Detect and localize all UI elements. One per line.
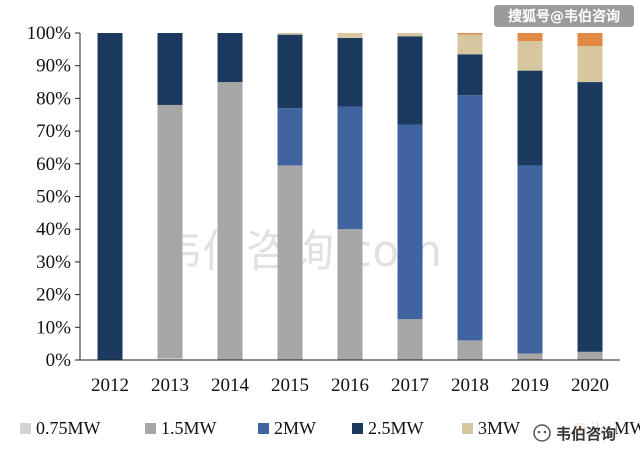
wechat-icon-dot bbox=[543, 430, 547, 434]
bar-segment-2020-2.5MW bbox=[577, 82, 603, 352]
bar-stack-2012 bbox=[97, 33, 123, 360]
bar-segment-2016-2MW bbox=[337, 106, 363, 230]
bar-segment-2019-2MW bbox=[517, 165, 543, 354]
bar-segment-2018-2MW bbox=[457, 95, 483, 341]
bar-segment-2013-0.75MW bbox=[157, 358, 183, 360]
x-tick-label: 2018 bbox=[451, 375, 489, 396]
bar-segment-2012-2.5MW bbox=[97, 33, 123, 360]
bar-segment-2013-2.5MW bbox=[157, 33, 183, 105]
y-tick-label: 30% bbox=[36, 252, 71, 273]
y-tick-label: 100% bbox=[27, 23, 72, 44]
bar-segment-2016-1.5MW bbox=[337, 229, 363, 360]
bar-stack-2014 bbox=[217, 33, 243, 361]
bar-segment-2015-1.5MW bbox=[277, 165, 303, 360]
bar-segment-2015-3MW bbox=[277, 33, 303, 35]
legend-swatch bbox=[20, 423, 31, 434]
bar-segment-2016-3MW bbox=[337, 33, 363, 38]
wechat-icon-dot bbox=[537, 430, 541, 434]
y-tick-label: 20% bbox=[36, 285, 71, 306]
legend-swatch bbox=[145, 423, 156, 434]
y-tick-label: 0% bbox=[46, 350, 72, 371]
y-tick-label: 40% bbox=[36, 219, 71, 240]
bars-layer bbox=[97, 33, 603, 361]
bar-segment-2014-2.5MW bbox=[217, 33, 243, 83]
bar-segment-2018-3.xMW bbox=[457, 33, 483, 35]
legend-label: 2.5MW bbox=[368, 418, 424, 438]
bar-stack-2019 bbox=[517, 33, 543, 360]
y-tick-label: 90% bbox=[36, 56, 71, 77]
bar-stack-2017 bbox=[397, 33, 423, 361]
legend-swatch bbox=[462, 423, 473, 434]
legend-item-1.5MW: 1.5MW bbox=[145, 418, 217, 438]
x-tick-label: 2019 bbox=[511, 375, 549, 396]
bottom-right-watermark-bg bbox=[520, 420, 616, 446]
top-right-watermark-bg bbox=[494, 5, 634, 27]
y-tick-label: 50% bbox=[36, 187, 71, 208]
x-tick-label: 2020 bbox=[571, 375, 609, 396]
bar-segment-2019-3.xMW bbox=[517, 33, 543, 42]
bar-segment-2014-1.5MW bbox=[217, 82, 243, 361]
bar-segment-2020-1.5MW bbox=[577, 351, 603, 360]
legend-swatch bbox=[352, 423, 363, 434]
axes-layer: 0% 10% 20% 30% 40% 50% 60% 70% 80% 90% 100% 2012 201… bbox=[27, 23, 620, 396]
bar-segment-2018-1.5MW bbox=[457, 340, 483, 360]
x-tick-label: 2014 bbox=[211, 375, 250, 396]
top-right-watermark: 搜狐号@韦伯咨询 bbox=[494, 5, 634, 27]
bar-segment-2016-2.5MW bbox=[337, 37, 363, 107]
y-tick-label: 70% bbox=[36, 121, 71, 142]
bar-stack-2018 bbox=[457, 33, 483, 360]
bar-stack-2015 bbox=[277, 33, 303, 360]
legend-item-2.5MW: 2.5MW bbox=[352, 418, 424, 438]
x-tick-label: 2016 bbox=[331, 375, 369, 396]
bottom-right-watermark: 韦伯咨询 bbox=[520, 420, 616, 446]
y-tick-label: 60% bbox=[36, 154, 71, 175]
legend-swatch bbox=[258, 423, 269, 434]
bar-segment-2017-2.5MW bbox=[397, 36, 423, 125]
bar-segment-2018-2.5MW bbox=[457, 54, 483, 96]
bar-stack-2020 bbox=[577, 33, 603, 360]
bar-segment-2018-3MW bbox=[457, 34, 483, 55]
y-tick-label: 10% bbox=[36, 317, 71, 338]
bar-segment-2017-3MW bbox=[397, 33, 423, 37]
legend-label: 3MW bbox=[478, 418, 520, 438]
bar-segment-2015-2.5MW bbox=[277, 34, 303, 109]
bar-segment-2019-3MW bbox=[517, 41, 543, 71]
wechat-icon bbox=[533, 424, 551, 442]
x-tick-label: 2015 bbox=[271, 375, 309, 396]
top-right-watermark-text: 搜狐号@韦伯咨询 bbox=[508, 8, 620, 25]
x-tick-label: 2013 bbox=[151, 375, 189, 396]
legend-label: 0.75MW bbox=[36, 418, 101, 438]
legend-item-2MW: 2MW bbox=[258, 418, 316, 438]
bottom-right-watermark-text: 韦伯咨询 bbox=[556, 425, 616, 443]
bar-segment-2020-3.xMW bbox=[577, 33, 603, 47]
bar-stack-2016 bbox=[337, 33, 363, 360]
bar-segment-2017-2MW bbox=[397, 124, 423, 320]
bar-segment-2019-1.5MW bbox=[517, 353, 543, 360]
x-tick-label: 2012 bbox=[91, 375, 129, 396]
bar-segment-2013-1.5MW bbox=[157, 104, 183, 359]
legend-label: 1.5MW bbox=[161, 418, 217, 438]
x-tick-label: 2017 bbox=[391, 375, 429, 396]
bar-segment-2019-2.5MW bbox=[517, 70, 543, 166]
legend-item-3MW: 3MW bbox=[462, 418, 520, 438]
y-tick-label: 80% bbox=[36, 88, 71, 109]
bar-segment-2017-1.5MW bbox=[397, 319, 423, 361]
legend-label: 2MW bbox=[274, 418, 316, 438]
bar-segment-2020-3MW bbox=[577, 46, 603, 83]
legend-item-0.75MW: 0.75MW bbox=[20, 418, 101, 438]
bar-segment-2015-2MW bbox=[277, 108, 303, 166]
bar-stack-2013 bbox=[157, 33, 183, 360]
